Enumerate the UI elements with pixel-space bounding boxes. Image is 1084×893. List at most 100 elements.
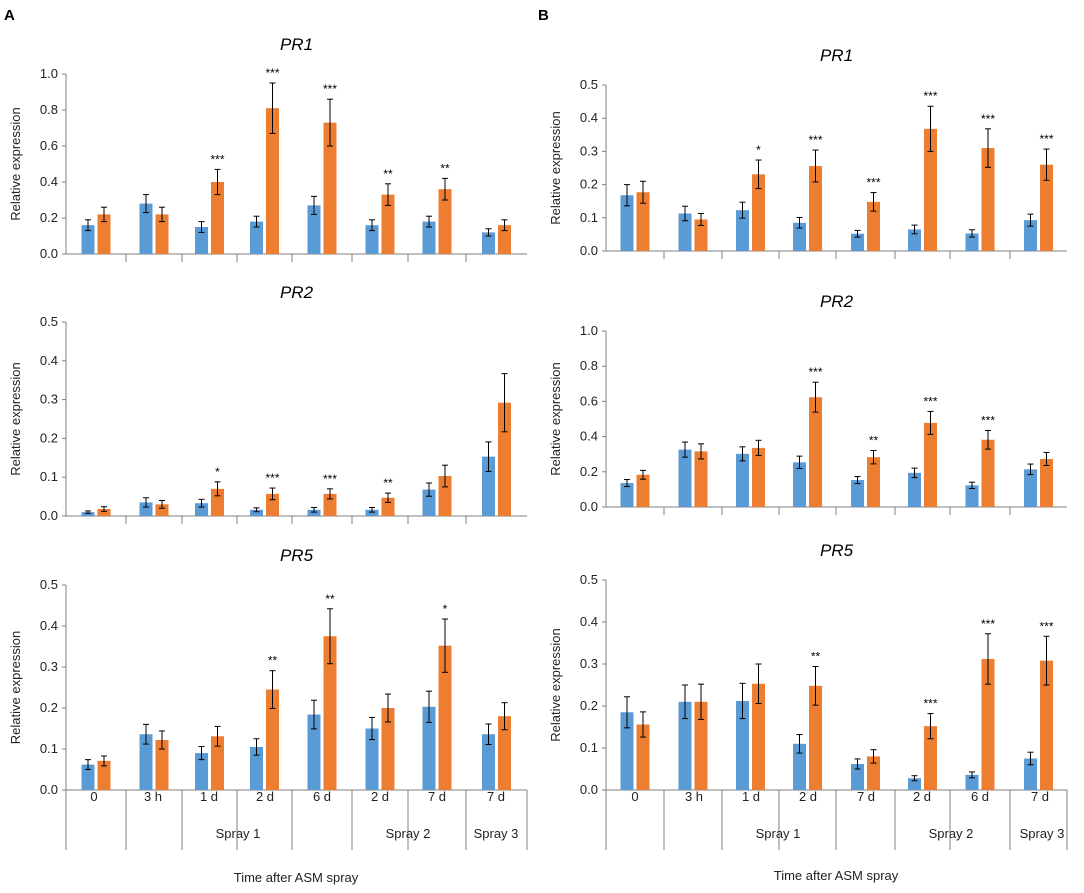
bar-control xyxy=(250,221,263,254)
y-axis-label: Relative expression xyxy=(8,362,23,475)
bar-control xyxy=(793,222,806,251)
bar-asm xyxy=(211,736,224,790)
y-axis-label: Relative expression xyxy=(8,107,23,220)
significance-marker: *** xyxy=(981,617,995,631)
bar-control xyxy=(422,706,436,790)
bar-asm xyxy=(981,439,995,507)
bar-asm xyxy=(1040,458,1053,507)
chart-a-pr5: PR5 Relative expression 0.0 0.1 0.2 0.3 0.4 0.5… xyxy=(8,546,527,850)
bar-asm xyxy=(694,701,708,790)
chart-title: PR2 xyxy=(280,283,314,302)
y-tick-label: 0.1 xyxy=(580,740,598,755)
bar-control xyxy=(422,489,436,516)
significance-marker: ** xyxy=(268,654,278,668)
y-tick-label: 0.2 xyxy=(40,430,58,445)
y-tick-label: 0.0 xyxy=(580,243,598,258)
bar-asm xyxy=(266,493,279,516)
x-tick-label: 0 xyxy=(631,789,638,804)
x-tick-label: 2 d xyxy=(371,789,389,804)
bar-control xyxy=(736,453,749,507)
x-tick-label: 0 xyxy=(90,789,97,804)
bar-asm xyxy=(694,451,708,507)
y-tick-label: 0.8 xyxy=(40,102,58,117)
bar-asm xyxy=(211,488,224,516)
bar-control xyxy=(678,701,692,790)
bar-asm xyxy=(498,225,511,254)
bar-control xyxy=(482,456,495,516)
x-axis-title-a: Time after ASM spray xyxy=(234,870,359,885)
y-tick-label: 0.4 xyxy=(40,174,58,189)
y-tick-label: 0.0 xyxy=(40,782,58,797)
significance-marker: *** xyxy=(323,472,337,486)
x-tick-label: 7 d xyxy=(487,789,505,804)
y-tick-label: 0.2 xyxy=(580,464,598,479)
bar-asm xyxy=(211,182,224,254)
y-tick-label: 0.3 xyxy=(580,143,598,158)
bar-asm xyxy=(867,201,880,251)
chart-b-pr2: PR2 Relative expression 0.0 0.2 0.4 0.6 0.8 1.0… xyxy=(548,292,1067,515)
y-tick-label: 0.6 xyxy=(40,138,58,153)
bar-control xyxy=(1024,758,1037,790)
bar-asm xyxy=(924,128,937,251)
bar-asm xyxy=(809,397,822,507)
bar-control xyxy=(908,778,921,790)
bar-control xyxy=(139,502,153,516)
y-tick-label: 0.4 xyxy=(580,614,598,629)
y-tick-label: 0.5 xyxy=(40,314,58,329)
y-tick-label: 0.1 xyxy=(40,469,58,484)
y-tick-label: 0.5 xyxy=(40,577,58,592)
x-tick-label: 2 d xyxy=(913,789,931,804)
group-label-spray-1: Spray 1 xyxy=(756,826,801,841)
y-tick-label: 0.0 xyxy=(40,508,58,523)
chart-title: PR2 xyxy=(820,292,854,311)
bar-control xyxy=(365,728,379,790)
significance-marker: * xyxy=(756,143,761,157)
significance-marker: *** xyxy=(923,89,937,103)
bar-control xyxy=(620,195,634,251)
bar-control xyxy=(908,472,921,507)
bar-control xyxy=(307,509,321,516)
significance-marker: ** xyxy=(440,161,450,175)
bar-asm xyxy=(809,685,822,790)
significance-marker: *** xyxy=(923,697,937,711)
y-tick-label: 0.2 xyxy=(40,700,58,715)
y-tick-label: 0.8 xyxy=(580,358,598,373)
bar-control xyxy=(620,712,634,790)
bar-control xyxy=(851,233,864,251)
significance-marker: *** xyxy=(866,176,880,190)
bar-control xyxy=(1024,469,1037,507)
bar-control xyxy=(250,509,263,516)
significance-marker: ** xyxy=(869,434,879,448)
significance-marker: *** xyxy=(323,82,337,96)
significance-marker: *** xyxy=(265,471,279,485)
bar-control xyxy=(81,764,95,790)
significance-marker: *** xyxy=(1039,619,1053,633)
bar-asm xyxy=(323,122,337,254)
y-tick-label: 1.0 xyxy=(40,66,58,81)
significance-marker: ** xyxy=(383,167,393,181)
group-label-spray-2: Spray 2 xyxy=(929,826,974,841)
bar-asm xyxy=(694,219,708,251)
bar-control xyxy=(365,509,379,516)
significance-marker: *** xyxy=(1039,132,1053,146)
y-axis-label: Relative expression xyxy=(8,631,23,744)
bar-asm xyxy=(381,497,395,516)
x-tick-label: 6 d xyxy=(971,789,989,804)
chart-title: PR5 xyxy=(820,541,854,560)
bar-asm xyxy=(438,645,452,790)
bar-asm xyxy=(981,148,995,251)
y-tick-label: 0.4 xyxy=(580,110,598,125)
bar-asm xyxy=(867,756,880,790)
bar-asm xyxy=(155,214,169,254)
bar-asm xyxy=(323,636,337,790)
x-tick-label: 7 d xyxy=(428,789,446,804)
bar-control xyxy=(307,714,321,790)
significance-marker: *** xyxy=(808,133,822,147)
y-tick-label: 0.1 xyxy=(580,210,598,225)
chart-b-pr5: PR5 Relative expression 0.0 0.1 0.2 0.3 0.4 0.5… xyxy=(548,541,1067,850)
bar-asm xyxy=(97,760,111,790)
x-tick-label: 2 d xyxy=(799,789,817,804)
bar-control xyxy=(965,774,979,790)
bar-control xyxy=(195,753,208,790)
bar-asm xyxy=(155,504,169,516)
